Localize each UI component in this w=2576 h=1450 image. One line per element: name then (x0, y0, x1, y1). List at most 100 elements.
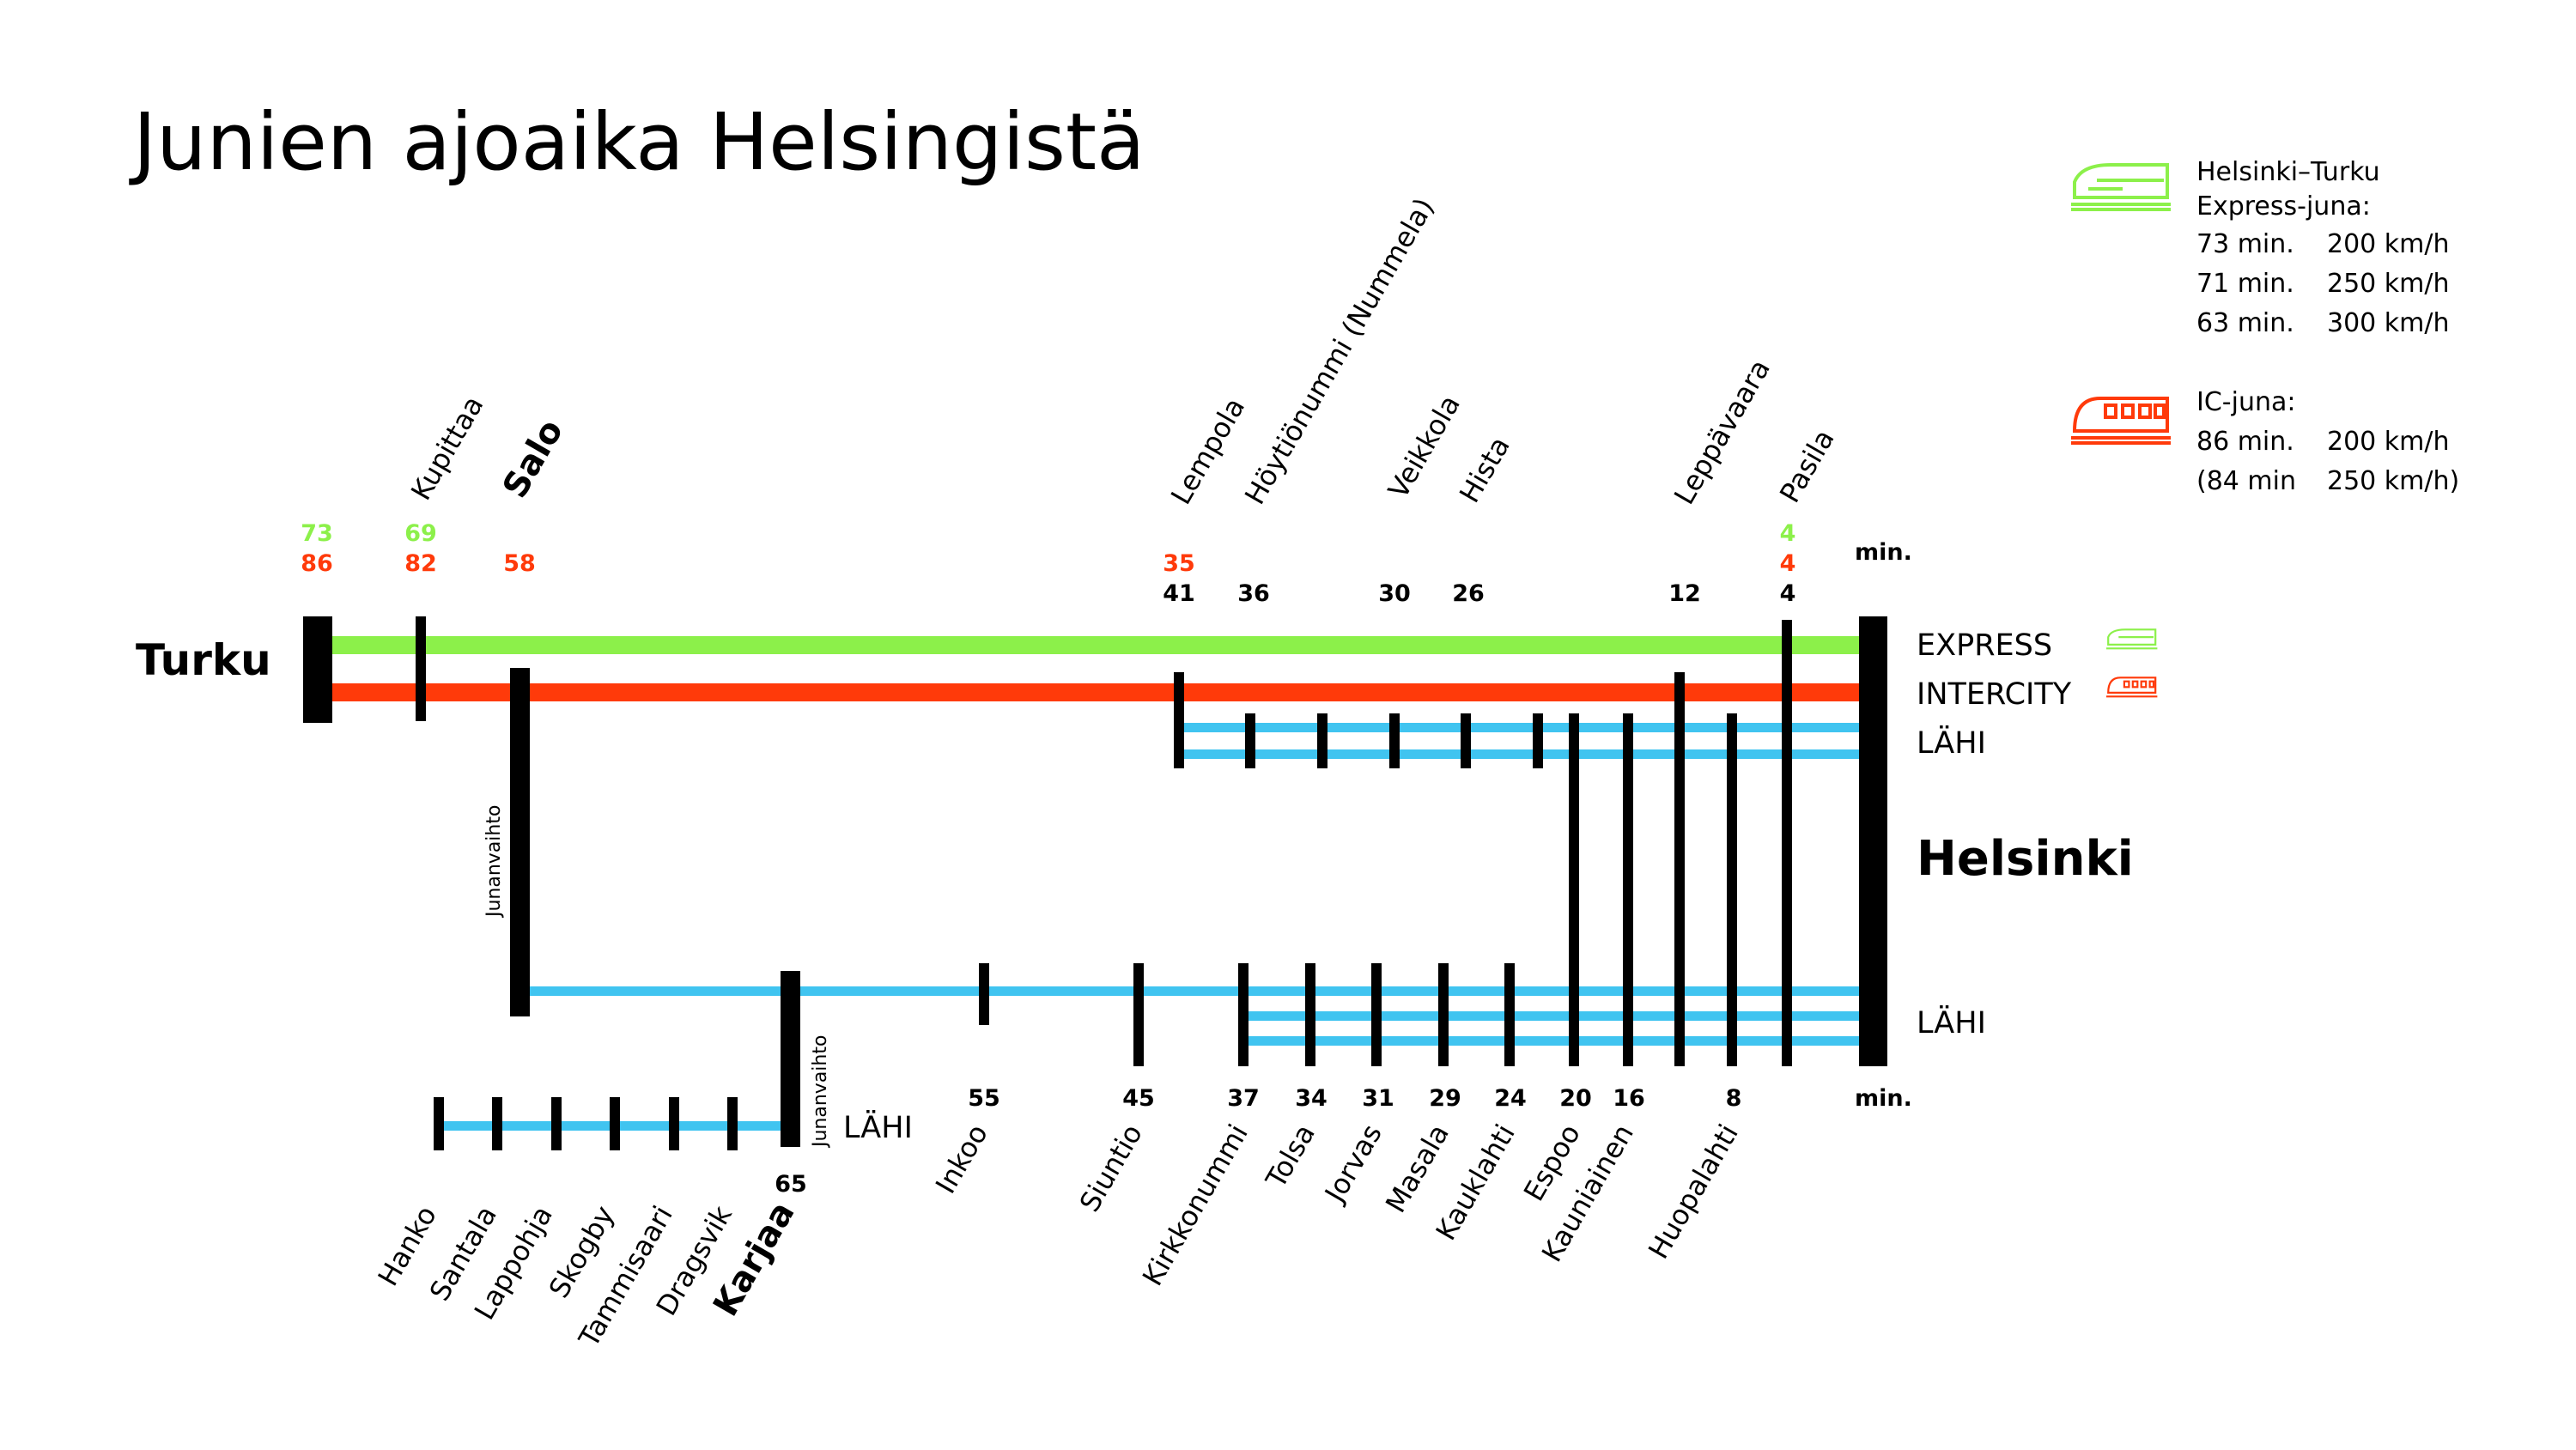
helsinki-terminal (1859, 616, 1887, 1066)
ic-time-lempola: 35 (1163, 550, 1195, 577)
legend-express-speed-3: 300 km/h (2327, 308, 2450, 338)
tolsa-tick (1305, 963, 1315, 1066)
legend-express-time-1: 73 min. (2196, 229, 2294, 259)
legend-ic-speed-2: 250 km/h) (2327, 466, 2459, 496)
ic-time-salo: 58 (503, 550, 536, 577)
legend-express-speed-1: 200 km/h (2327, 229, 2450, 259)
legend-express-title-1: Helsinki–Turku (2196, 157, 2380, 187)
time-inkoo: 55 (968, 1085, 1000, 1112)
siuntio-tick (1133, 963, 1144, 1066)
station-name-huopalahti: Huopalahti (1642, 1119, 1745, 1265)
espoo-tick (1569, 713, 1579, 1066)
hanko-tick (434, 1097, 444, 1150)
station-name-tolsa: Tolsa (1259, 1119, 1321, 1194)
local-time-hoytionummi: 36 (1237, 580, 1270, 607)
inkoo-tick (979, 963, 989, 1025)
bottom-station-names: Hanko Santala Lappohja Skogby Tammisaari… (372, 1119, 1745, 1353)
ic-time-kupittaa: 82 (404, 550, 437, 577)
lahi-lower-line-2 (1243, 1011, 1872, 1021)
time-kauniainen: 16 (1613, 1085, 1645, 1112)
hoytionummi-tick (1245, 713, 1255, 768)
kupittaa-tick (416, 616, 426, 721)
legend-ic-time-1: 86 min. (2196, 427, 2294, 457)
legend-ic-time-2: (84 min (2196, 466, 2296, 496)
lahi-upper-line-2 (1182, 749, 1872, 759)
ic-time-turku: 86 (301, 550, 333, 577)
karjaa-transfer-bar (781, 971, 800, 1147)
express-time-kupittaa: 69 (404, 520, 437, 547)
turku-terminal (303, 616, 332, 723)
station-name-jorvas: Jorvas (1317, 1119, 1388, 1209)
time-kirkkonummi: 37 (1227, 1085, 1260, 1112)
time-espoo: 20 (1559, 1085, 1592, 1112)
karjaa-transfer-label: Junanvaihto (810, 1035, 831, 1149)
veikkola-tick (1389, 713, 1400, 768)
time-huopalahti: 8 (1726, 1085, 1742, 1112)
station-name-inkoo: Inkoo (929, 1119, 994, 1199)
station-name-kirkkonummi: Kirkkonummi (1136, 1119, 1255, 1291)
kauklahti-tick (1504, 963, 1515, 1066)
vihti-tick (1317, 713, 1327, 768)
pasila-tick (1782, 620, 1792, 1066)
legend-express-time-2: 71 min. (2196, 269, 2294, 299)
kauniainen-tick (1623, 713, 1633, 1066)
express-train-icon (2071, 163, 2171, 211)
ic-train-icon (2071, 397, 2171, 445)
time-jorvas: 31 (1362, 1085, 1394, 1112)
station-name-siuntio: Siuntio (1073, 1119, 1149, 1217)
top-minutes: 73 86 69 82 58 35 41 36 30 26 12 4 4 4 (301, 520, 1795, 607)
legend-ic-title: IC-juna: (2196, 387, 2295, 417)
min-label-bottom: min. (1855, 1085, 1912, 1112)
helsinki-label: Helsinki (1917, 831, 2134, 887)
skogby-tick (610, 1097, 620, 1150)
time-masala: 29 (1429, 1085, 1461, 1112)
legend-ic-speed-1: 200 km/h (2327, 427, 2450, 457)
local-time-hista: 26 (1452, 580, 1485, 607)
santala-tick (492, 1097, 502, 1150)
lahi-hanko-label: LÄHI (843, 1109, 913, 1145)
top-station-names: Kupittaa Salo Lempola Höytiönummi (Numme… (404, 192, 1841, 510)
station-name-kupittaa: Kupittaa (404, 391, 490, 506)
tick-1785 (1533, 713, 1543, 768)
leppavaara-tick (1674, 672, 1685, 1066)
lahi-lower-label: LÄHI (1917, 1004, 1986, 1040)
legend-express-speed-2: 250 km/h (2327, 269, 2450, 299)
salo-transfer-label: Junanvaihto (483, 805, 505, 919)
route-lines (319, 636, 1872, 1131)
local-time-veikkola: 30 (1378, 580, 1411, 607)
express-time-turku: 73 (301, 520, 333, 547)
express-line (319, 636, 1872, 654)
time-kauklahti: 24 (1494, 1085, 1527, 1112)
lahi-lower-line-3 (1243, 1036, 1872, 1046)
intercity-line (319, 683, 1872, 701)
lappohja-tick (551, 1097, 562, 1150)
jorvas-tick (1371, 963, 1382, 1066)
local-time-leppavaara: 12 (1668, 580, 1701, 607)
page-title: Junien ajoaika Helsingistä (129, 96, 1145, 188)
masala-tick (1438, 963, 1449, 1066)
lahi-upper-label: LÄHI (1917, 725, 1986, 761)
huopalahti-tick (1727, 713, 1737, 1066)
salo-transfer-bar (510, 668, 530, 1016)
lahi-lower-line-1 (522, 986, 1872, 996)
station-bars (303, 616, 1887, 1150)
station-name-hista: Hista (1453, 431, 1516, 508)
line-labels: EXPRESS INTERCITY LÄHI LÄHI LÄHI min. mi… (843, 539, 2158, 1145)
tammisaari-tick (669, 1097, 679, 1150)
time-siuntio: 45 (1122, 1085, 1155, 1112)
station-name-veikkola: Veikkola (1382, 390, 1467, 504)
min-label-top: min. (1855, 539, 1912, 566)
hista-tick (1461, 713, 1471, 768)
station-name-pasila: Pasila (1773, 424, 1841, 508)
intercity-line-label: INTERCITY (1917, 677, 2072, 712)
station-name-salo: Salo (495, 413, 571, 505)
dragsvik-tick (727, 1097, 738, 1150)
lempola-tick (1174, 672, 1184, 768)
legend: Helsinki–Turku Express-juna: 73 min. 200… (2071, 157, 2459, 496)
lahi-upper-line-1 (1182, 723, 1872, 732)
ic-time-pasila: 4 (1780, 550, 1796, 577)
station-name-leppavaara: Leppävaara (1668, 354, 1777, 510)
legend-express-time-3: 63 min. (2196, 308, 2294, 338)
intercity-small-train-icon (2106, 676, 2158, 698)
